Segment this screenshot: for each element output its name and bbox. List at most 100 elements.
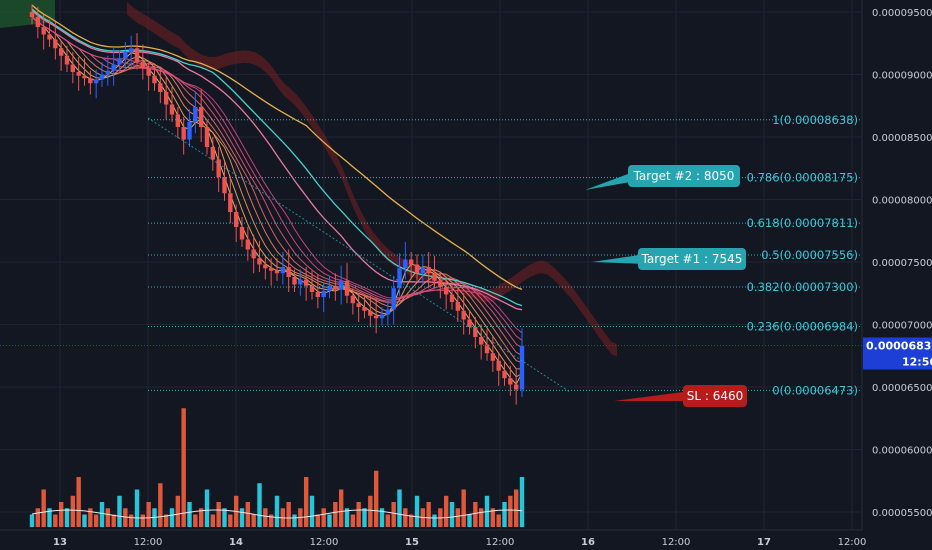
candle-body <box>502 370 507 379</box>
stop-loss-callout[interactable]: SL : 6460 <box>614 385 747 407</box>
candle-body <box>478 337 484 345</box>
volume-bar <box>286 502 291 527</box>
cloud-area <box>127 2 617 357</box>
target-callout[interactable]: Target #1 : 7545 <box>592 248 746 270</box>
volume-bar <box>508 495 513 527</box>
volume-bar <box>187 502 192 527</box>
candle-body <box>117 58 122 65</box>
volume-bar <box>175 495 181 527</box>
candle-body <box>169 104 175 115</box>
volume-bar <box>117 495 122 527</box>
volume-bar <box>303 477 309 527</box>
y-tick-label: 0.00006500 <box>872 383 932 394</box>
volume-bar <box>373 470 379 527</box>
x-tick-label: 16 <box>581 537 595 548</box>
volume-bar <box>513 489 519 527</box>
candle-body <box>449 294 455 302</box>
candle-body <box>82 75 87 79</box>
callout-pointer <box>614 391 691 401</box>
candle-body <box>93 79 99 84</box>
candle-body <box>368 310 373 316</box>
y-tick-label: 0.00008500 <box>872 133 932 144</box>
volume-bar <box>47 508 52 527</box>
volume-bar <box>99 502 105 527</box>
x-tick-label: 12:00 <box>486 537 515 548</box>
bar-countdown: 12:56 <box>902 356 932 369</box>
volume-bar <box>35 508 41 527</box>
candle-body <box>198 107 204 127</box>
candle-body <box>414 264 420 274</box>
volume-bar <box>478 508 484 527</box>
volume-bar <box>82 514 87 527</box>
candle-body <box>88 78 93 84</box>
candle-body <box>321 290 326 297</box>
volume-bar <box>58 502 64 527</box>
callout-box <box>638 248 746 270</box>
candle-body <box>315 292 321 297</box>
volume-bar <box>105 508 111 527</box>
callout-pointer <box>592 254 646 264</box>
volume-bar <box>338 489 344 527</box>
candle-body <box>280 267 286 274</box>
candle-body <box>29 12 35 17</box>
volume-bar <box>473 502 478 527</box>
volume-bar <box>163 514 169 527</box>
volume-bar <box>309 495 315 527</box>
candle-body <box>105 70 111 75</box>
volume-bar <box>426 502 431 527</box>
candle-body <box>41 27 46 35</box>
volume-bar <box>251 514 256 527</box>
x-tick-label: 14 <box>229 537 243 548</box>
candle-body <box>432 273 437 281</box>
volume-bar <box>321 508 326 527</box>
candle-body <box>496 360 501 371</box>
x-tick-label: 12:00 <box>662 537 691 548</box>
candle-body <box>408 259 414 265</box>
time-axis[interactable]: 13 12:00 14 12:00 15 12:00 16 12:00 17 12:00 <box>0 529 866 548</box>
candle-body <box>204 127 210 147</box>
current-price-marker: 0.00006832 12:56 <box>0 337 932 370</box>
candle-body <box>333 285 338 290</box>
candlesticks <box>29 4 525 405</box>
candle-body <box>292 277 297 285</box>
volume-bar <box>228 514 233 527</box>
candle-body <box>350 295 356 304</box>
candle-body <box>484 344 490 354</box>
y-tick-label: 0.00008000 <box>872 196 932 207</box>
y-tick-label: 0.00006000 <box>872 446 932 457</box>
candle-body <box>152 75 157 84</box>
candle-body <box>76 72 81 76</box>
volume-bar <box>408 514 414 527</box>
candle-body <box>181 127 186 140</box>
volume-bar <box>344 508 350 527</box>
candle-body <box>99 74 105 80</box>
candle-body <box>146 68 151 76</box>
volume-bar <box>502 502 507 527</box>
volume-bar <box>193 514 198 527</box>
target-callout[interactable]: Target #2 : 8050 <box>585 165 740 190</box>
volume-bar <box>443 495 449 527</box>
volume-bar <box>263 508 268 527</box>
volume-bar <box>268 514 274 527</box>
callouts: Target #2 : 8050 Target #1 : 7545 SL : 646… <box>585 165 747 407</box>
volume-bar <box>432 514 437 527</box>
candle-body <box>64 55 70 65</box>
volume-bar <box>490 508 496 527</box>
price-axis[interactable]: 0.00009500 0.00009000 0.00008500 0.00008000… <box>861 0 932 530</box>
candle-body <box>257 258 262 265</box>
candle-body <box>233 212 239 227</box>
candle-body <box>298 279 303 285</box>
volume-bar <box>216 502 221 527</box>
candle-body <box>467 319 472 327</box>
candle-body <box>263 264 268 269</box>
volume-bar <box>146 502 151 527</box>
grid-lines <box>0 0 862 530</box>
volume-bar <box>327 514 332 527</box>
volume-bar <box>204 489 210 527</box>
candle-body <box>111 64 116 71</box>
volume-bar <box>292 514 297 527</box>
volume-bar <box>379 508 385 527</box>
callout-text: SL : 6460 <box>687 389 744 403</box>
volume-bar <box>368 495 373 527</box>
